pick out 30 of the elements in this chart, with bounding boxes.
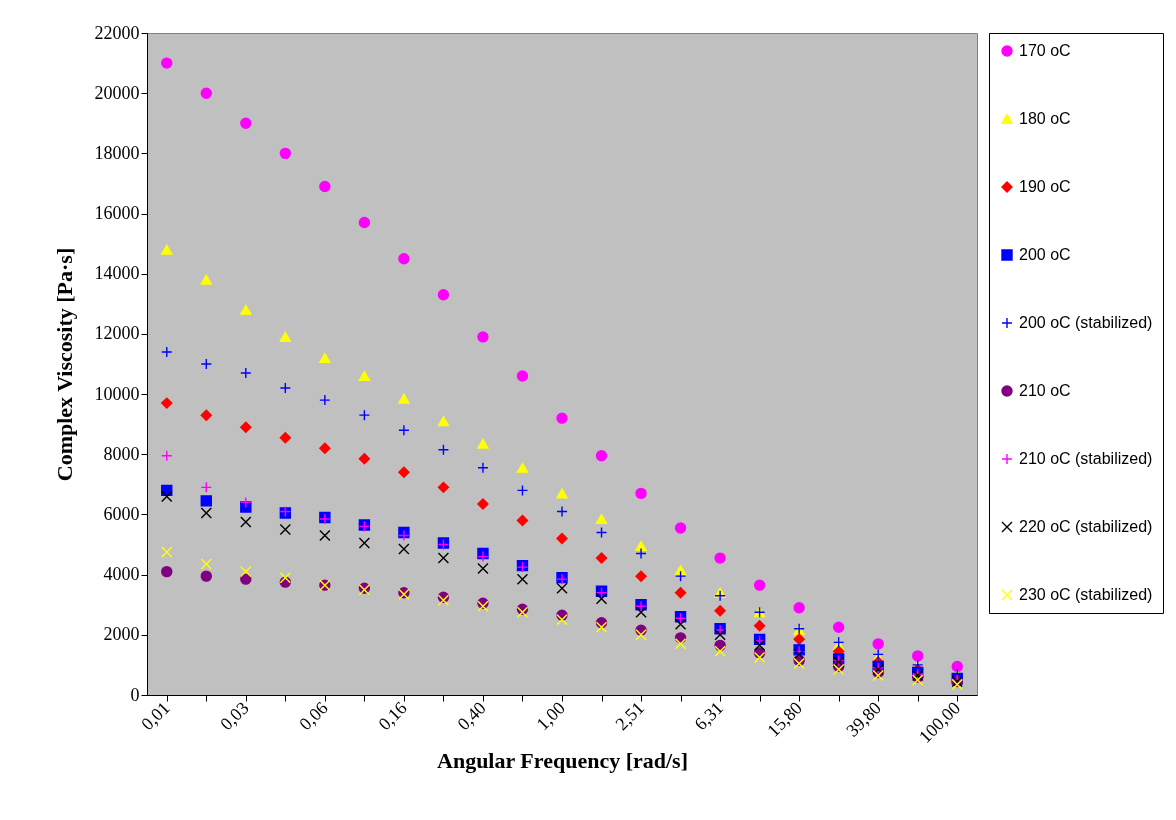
legend-label: 200 oC — [1019, 246, 1071, 263]
y-tick-label: 18000 — [94, 142, 140, 163]
y-tick-label: 4000 — [103, 564, 140, 585]
x-tick-label: 0,06 — [295, 697, 332, 735]
y-tick-label: 22000 — [94, 22, 140, 43]
legend-label: 210 oC — [1019, 382, 1071, 399]
legend-label: 230 oC (stabilized) — [1019, 586, 1153, 603]
y-tick-label: 0 — [130, 684, 140, 705]
legend-label: 210 oC (stabilized) — [1019, 450, 1153, 467]
y-tick-label: 8000 — [103, 443, 140, 464]
x-tick-label: 0,03 — [216, 697, 253, 735]
y-axis-title: Complex Viscosity [Pa·s] — [51, 247, 77, 482]
legend-label: 200 oC (stabilized) — [1019, 314, 1153, 331]
x-tick-label: 2,51 — [611, 697, 648, 735]
y-tick-label: 10000 — [94, 383, 140, 404]
y-tick-label: 16000 — [94, 203, 140, 224]
x-tick-label: 6,31 — [690, 697, 727, 735]
x-axis-title: Angular Frequency [rad/s] — [437, 747, 688, 773]
y-tick-label: 6000 — [103, 503, 140, 524]
legend-label: 190 oC — [1019, 178, 1071, 195]
legend-label: 170 oC — [1019, 42, 1071, 59]
x-tick-label: 1,00 — [532, 697, 569, 735]
y-tick-label: 12000 — [94, 323, 140, 344]
y-tick-label: 14000 — [94, 263, 140, 284]
y-tick-label: 20000 — [94, 82, 140, 103]
legend-label: 180 oC — [1019, 110, 1071, 127]
x-tick-label: 0,40 — [453, 697, 490, 735]
x-tick-label: 0,16 — [374, 697, 411, 735]
y-tick-label: 2000 — [103, 624, 140, 645]
legend-label: 220 oC (stabilized) — [1019, 518, 1153, 535]
